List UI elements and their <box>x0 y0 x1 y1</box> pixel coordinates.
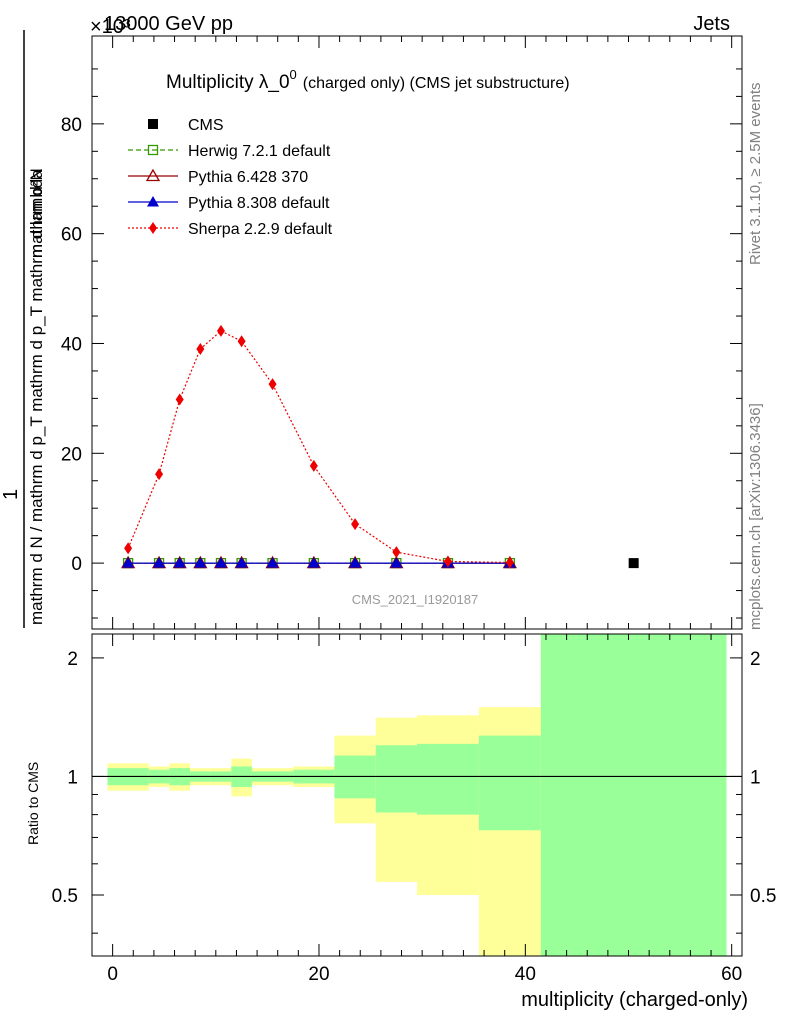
mcplots-label: mcplots.cern.ch [arXiv:1306.3436] <box>747 403 764 630</box>
plot-title-main: Multiplicity λ_0 <box>166 72 290 93</box>
main-plot-layer <box>120 324 639 569</box>
data-point-pythia-8-308-default <box>235 557 248 568</box>
y-label-numerator-2: mathrm d²N <box>27 168 46 258</box>
legend-marker-pythia-8-308-default <box>147 196 159 207</box>
data-point-sherpa-2-2-9-default <box>196 342 205 355</box>
ratio-y-tick-label-right: 0.5 <box>750 886 776 907</box>
ratio-band-inner <box>417 743 479 815</box>
ratio-y-tick-label: 2 <box>67 649 78 670</box>
ratio-y-tick-label: 1 <box>67 767 78 788</box>
ratio-band-inner <box>375 745 417 813</box>
data-point-sherpa-2-2-9-default <box>268 378 277 391</box>
legend-label-sherpa-2-2-9-default: Sherpa 2.2.9 default <box>188 221 333 238</box>
data-point-sherpa-2-2-9-default <box>237 335 246 348</box>
legend-marker-sherpa-2-2-9-default <box>149 222 157 234</box>
x-tick-label: 0 <box>107 964 118 985</box>
x-tick-label: 20 <box>308 964 329 985</box>
data-point-sherpa-2-2-9-default <box>124 542 133 555</box>
ratio-y-tick-label: 0.5 <box>52 886 78 907</box>
data-point-sherpa-2-2-9-default <box>351 518 360 531</box>
data-point-pythia-8-308-default <box>307 557 320 568</box>
legend-label-pythia-8-308-default: Pythia 8.308 default <box>188 195 330 212</box>
main-y-axis-label: 1 mathrm d N / mathrm d p_T mathrm d p_T… <box>0 30 46 628</box>
y-multiplier-label: ×10³ <box>90 16 131 38</box>
data-point-pythia-8-308-default <box>390 557 403 568</box>
legend-label-cms: CMS <box>188 117 224 134</box>
data-point-sherpa-2-2-9-default <box>155 468 164 481</box>
plot-title-sup: 0 <box>290 67 297 82</box>
main-y-tick-label: 20 <box>61 444 82 465</box>
main-y-tick-label: 40 <box>61 334 82 355</box>
data-point-pythia-8-308-default <box>349 557 362 568</box>
plot-title: Multiplicity λ_00 (charged only) (CMS jet… <box>166 67 570 93</box>
main-y-tick-label: 0 <box>71 554 82 575</box>
ratio-band-inner <box>540 634 727 956</box>
legend-label-pythia-6-428-370: Pythia 6.428 370 <box>188 169 308 186</box>
ratio-y-tick-label-right: 1 <box>750 767 761 788</box>
x-tick-label: 60 <box>721 964 742 985</box>
data-point-pythia-8-308-default <box>122 557 135 568</box>
plot-title-rest: (charged only) (CMS jet substructure) <box>303 75 570 92</box>
y-label-denominator: mathrm d N / mathrm d p_T mathrm d p_T m… <box>27 169 46 625</box>
main-y-tick-label: 80 <box>61 115 82 136</box>
data-point-sherpa-2-2-9-default <box>505 556 514 569</box>
analysis-watermark: CMS_2021_I1920187 <box>352 592 479 607</box>
legend-label-herwig-7-2-1-default: Herwig 7.2.1 default <box>188 143 331 160</box>
rivet-version-label: Rivet 3.1.10, ≥ 2.5M events <box>747 83 764 266</box>
series-line-sherpa-2-2-9-default <box>127 330 510 564</box>
main-y-tick-label: 60 <box>61 225 82 246</box>
x-tick-label: 40 <box>515 964 536 985</box>
data-point-pythia-8-308-default <box>173 557 186 568</box>
data-point-sherpa-2-2-9-default <box>392 546 401 559</box>
data-point-pythia-8-308-default <box>153 557 166 568</box>
beam-energy-label: 13000 GeV pp <box>104 13 233 35</box>
data-point-sherpa-2-2-9-default <box>309 459 318 472</box>
data-point-sherpa-2-2-9-default <box>175 393 184 406</box>
main-plot-frame <box>91 35 743 630</box>
legend: CMS Herwig 7.2.1 default Pythia 6.428 370 P… <box>128 117 333 238</box>
ratio-plot-frame <box>91 633 743 957</box>
ratio-plot-layer <box>92 634 742 956</box>
data-point-cms <box>628 558 639 569</box>
legend-marker-pythia-6-428-370 <box>145 168 161 182</box>
data-point-pythia-8-308-default <box>266 557 279 568</box>
ratio-band-inner <box>478 735 541 831</box>
data-point-pythia-8-308-default <box>194 557 207 568</box>
process-label: Jets <box>693 13 730 35</box>
legend-marker-cms <box>148 119 158 129</box>
data-point-sherpa-2-2-9-default <box>216 324 225 337</box>
x-axis-label: multiplicity (charged-only) <box>521 989 748 1011</box>
data-point-sherpa-2-2-9-default <box>443 555 452 568</box>
y-label-numerator-1: 1 <box>0 489 22 500</box>
ratio-y-axis-label: Ratio to CMS <box>25 762 41 845</box>
axes-ticks: 0 20 40 60 80 0 20 40 60 0.5 0.5 1 1 2 2 <box>52 36 776 985</box>
data-point-pythia-8-308-default <box>214 557 227 568</box>
legend-marker-herwig-7-2-1-default <box>147 144 159 156</box>
ratio-y-tick-label-right: 2 <box>750 649 761 670</box>
